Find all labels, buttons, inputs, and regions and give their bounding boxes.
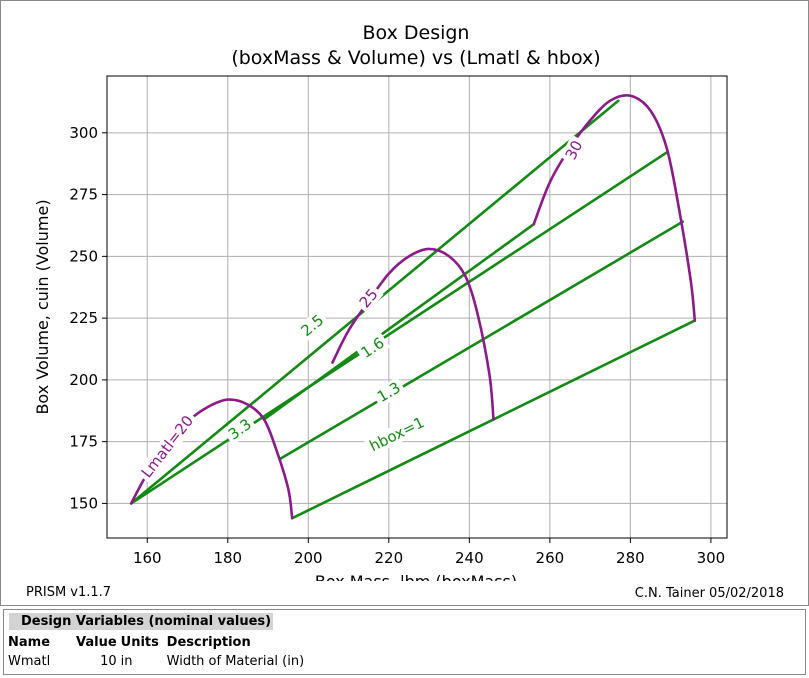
series-label: hbox=1 [367, 413, 428, 455]
series-label-bg [363, 411, 430, 457]
column-header: Description [166, 635, 251, 650]
grid [107, 76, 727, 538]
series-label-bg [355, 332, 391, 364]
author-credit: C.N. Tainer 05/02/2018 [634, 586, 784, 601]
y-axis-label: Box Volume, cuin (Volume) [33, 199, 52, 414]
axis-ticks: 160 180 200 220 240 260 280 300 150 175 200 225 250 2… [69, 124, 725, 567]
series-line-hbox-1 [278, 220, 684, 461]
x-tick-label: 180 [213, 549, 242, 567]
y-tick-label: 175 [69, 433, 98, 451]
table-row: Wmatl 10 in Width of Material (in) [8, 652, 308, 671]
series-label-bg [135, 409, 200, 484]
chart-title: Box Design [363, 22, 470, 44]
variable-units: in [120, 654, 133, 669]
chart-figure: Box Design (boxMass & Volume) vs (Lmatl … [0, 0, 809, 606]
version-label: PRISM v1.1.7 [26, 585, 112, 600]
y-tick-label: 150 [69, 494, 98, 512]
chart-svg: Box Design (boxMass & Volume) vs (Lmatl … [33, 22, 728, 581]
design-variables-heading: Design Variables (nominal values) [9, 613, 273, 630]
variable-description: Width of Material (in) [166, 654, 305, 669]
y-tick-label: 250 [69, 247, 98, 265]
column-header: Name [8, 635, 51, 650]
y-tick-label: 275 [69, 186, 98, 204]
x-axis-label: Box Mass, lbm (boxMass) [315, 572, 517, 581]
variable-value: 10 [100, 654, 117, 669]
y-tick-label: 300 [69, 124, 98, 142]
series-label-bg [222, 413, 258, 446]
y-tick-label: 200 [69, 371, 98, 389]
series-label-bg [560, 134, 588, 166]
x-tick-label: 200 [294, 549, 323, 567]
table-header-row: Name Value Units Description [8, 633, 308, 652]
series-label-bg [353, 283, 384, 314]
x-tick-label: 160 [133, 549, 162, 567]
series-layer [129, 93, 697, 520]
design-variables-panel: Design Variables (nominal values) Name V… [3, 609, 806, 675]
design-variables-table: Name Value Units Description Wmatl 10 in… [8, 633, 308, 671]
series-line-lmatl-7 [532, 93, 697, 322]
y-tick-label: 225 [69, 309, 98, 327]
column-header: Units [120, 635, 159, 650]
column-header: Value [76, 635, 117, 650]
x-tick-label: 240 [455, 549, 484, 567]
series-label-bg [295, 309, 330, 342]
series-line-hbox-2 [129, 151, 668, 505]
series-label-bg [371, 376, 407, 408]
x-tick-label: 280 [616, 549, 645, 567]
x-tick-label: 300 [697, 549, 726, 567]
plot-frame [106, 75, 728, 539]
variable-name: Wmatl [8, 654, 51, 669]
series-line-hbox-4 [262, 222, 536, 421]
chart-subtitle: (boxMass & Volume) vs (Lmatl & hbox) [231, 47, 600, 69]
x-tick-label: 260 [536, 549, 565, 567]
series-label: Lmatl=20 [138, 412, 198, 481]
x-tick-label: 220 [374, 549, 403, 567]
